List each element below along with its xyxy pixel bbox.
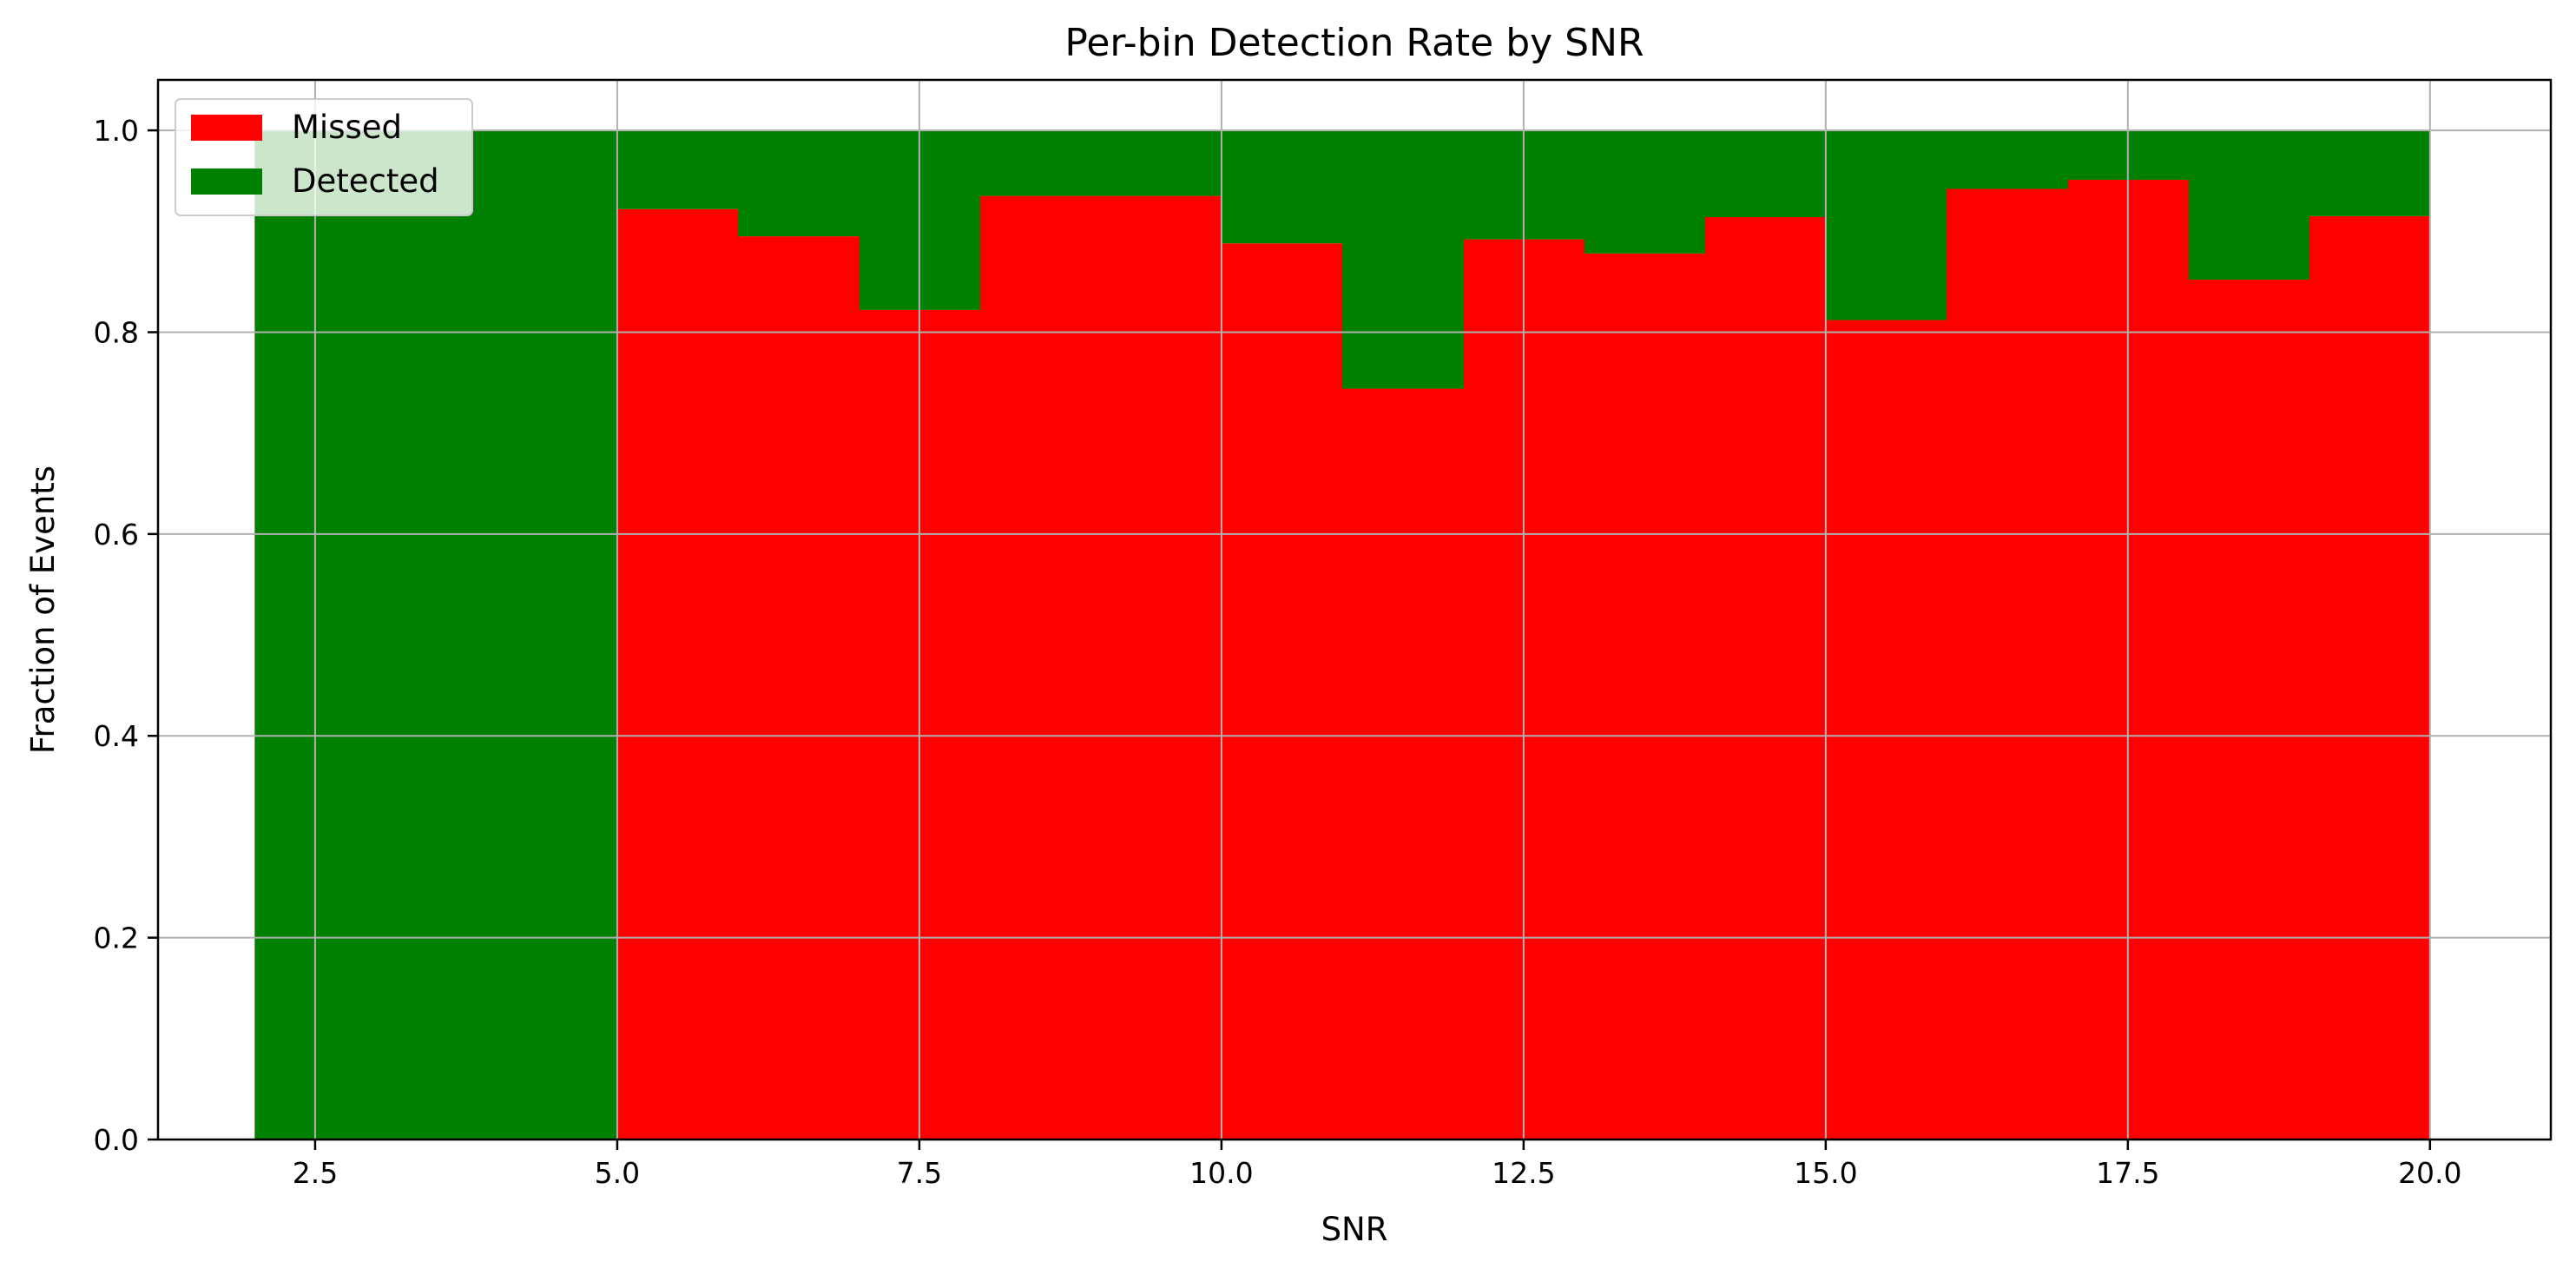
y-tick-label-4: 0.8 xyxy=(94,315,139,349)
x-tick-label-3: 10.0 xyxy=(1189,1156,1253,1190)
bar-missed-4 xyxy=(979,195,1102,1140)
bar-detected-7 xyxy=(1342,130,1464,389)
bar-missed-5 xyxy=(1100,195,1222,1140)
y-tick-label-3: 0.6 xyxy=(94,518,139,552)
x-tick-label-1: 5.0 xyxy=(595,1156,640,1190)
bar-detected-4 xyxy=(979,130,1102,196)
bar-detected-15 xyxy=(2309,130,2431,216)
x-tick-label-7: 20.0 xyxy=(2398,1156,2461,1190)
y-tick-label-2: 0.4 xyxy=(94,719,139,753)
bar-detected-9 xyxy=(1584,130,1706,254)
x-tick-label-4: 12.5 xyxy=(1492,1156,1555,1190)
x-tick-label-0: 2.5 xyxy=(293,1156,338,1190)
legend-swatch-missed xyxy=(191,115,262,141)
bar-missed-12 xyxy=(1947,188,2068,1140)
bar-detected-14 xyxy=(2188,130,2310,281)
y-tick-label-5: 1.0 xyxy=(94,114,139,148)
legend-swatch-detected xyxy=(191,168,262,195)
bar-detected-10 xyxy=(1704,130,1827,218)
bar-missed-1 xyxy=(616,208,739,1140)
bar-missed-11 xyxy=(1825,320,1947,1140)
x-tick-label-5: 15.0 xyxy=(1794,1156,1857,1190)
bar-missed-7 xyxy=(1342,388,1464,1140)
bar-missed-2 xyxy=(738,236,860,1140)
bar-missed-14 xyxy=(2188,280,2310,1140)
legend-label-missed: Missed xyxy=(292,109,402,146)
ticks-layer: 2.5 5.0 7.5 10.0 12.5 15.0 17.5 20.0 0.0 0.2 0.4 0.… xyxy=(94,114,2462,1190)
chart-title: Per-bin Detection Rate by SNR xyxy=(1064,21,1644,65)
bar-detected-11 xyxy=(1825,130,1947,320)
legend-label-detected: Detected xyxy=(292,162,439,200)
y-axis-label: Fraction of Events xyxy=(24,466,62,754)
x-tick-label-2: 7.5 xyxy=(897,1156,942,1190)
y-tick-label-0: 0.0 xyxy=(94,1123,139,1157)
bar-missed-9 xyxy=(1584,253,1706,1140)
plot-frame xyxy=(156,78,2553,1141)
bar-detected-2 xyxy=(738,130,860,237)
y-tick-label-1: 0.2 xyxy=(94,922,139,955)
bar-detected-0 xyxy=(254,130,618,1140)
bar-detected-12 xyxy=(1947,130,2068,189)
bar-missed-6 xyxy=(1221,243,1343,1140)
bar-detected-5 xyxy=(1100,130,1222,196)
bar-detected-1 xyxy=(616,130,739,209)
bar-missed-15 xyxy=(2309,215,2431,1140)
x-tick-label-6: 17.5 xyxy=(2096,1156,2159,1190)
x-axis-label: SNR xyxy=(1321,1211,1388,1248)
bar-missed-10 xyxy=(1704,217,1827,1140)
legend: Missed Detected xyxy=(175,98,473,216)
bar-detected-6 xyxy=(1221,130,1343,244)
bars-layer xyxy=(254,130,2431,1140)
